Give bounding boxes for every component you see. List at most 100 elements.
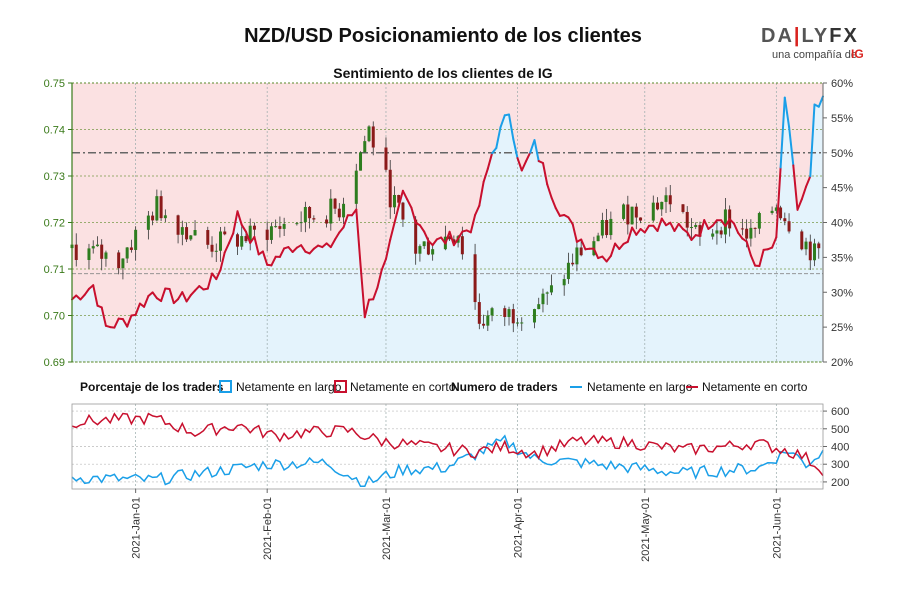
right-tick-label: 30% bbox=[831, 287, 853, 299]
right-tick-label: 25% bbox=[831, 322, 853, 334]
candle-body bbox=[597, 236, 600, 242]
candle-body bbox=[482, 324, 485, 326]
x-tick-label: 2021-Jan-01 bbox=[131, 497, 143, 559]
candle-body bbox=[240, 236, 243, 247]
candle-body bbox=[474, 254, 477, 302]
candle-body bbox=[130, 247, 133, 250]
candle-body bbox=[194, 230, 197, 235]
candle-body bbox=[266, 230, 269, 240]
right-tick-label: 55% bbox=[831, 113, 853, 125]
candle-body bbox=[211, 245, 214, 252]
candle-body bbox=[393, 195, 396, 207]
candle-body bbox=[609, 219, 612, 235]
candle-body bbox=[274, 226, 277, 227]
candle-body bbox=[665, 195, 668, 202]
left-tick-label: 0.73 bbox=[44, 171, 65, 183]
candle-body bbox=[418, 246, 421, 254]
candle-body bbox=[155, 196, 158, 220]
bottom-tick-label: 300 bbox=[831, 459, 849, 471]
candle-body bbox=[686, 212, 689, 228]
count-short-line bbox=[72, 414, 823, 476]
x-tick-label: 2021-Jun-01 bbox=[771, 497, 783, 559]
candle-body bbox=[541, 294, 544, 305]
legend-percent-heading: Porcentaje de los traders bbox=[80, 380, 224, 394]
x-tick-label: 2021-Mar-01 bbox=[381, 497, 393, 560]
candle-body bbox=[461, 236, 464, 254]
logo-ig: IG bbox=[851, 47, 864, 61]
candle-body bbox=[809, 242, 812, 261]
candle-body bbox=[817, 243, 820, 248]
candle-body bbox=[423, 241, 426, 246]
candle-body bbox=[147, 216, 150, 230]
candle-body bbox=[401, 203, 404, 220]
candle-body bbox=[508, 309, 511, 317]
candle-body bbox=[160, 196, 163, 218]
candle-body bbox=[749, 228, 752, 239]
candle-body bbox=[512, 309, 515, 323]
candle-body bbox=[126, 247, 129, 258]
candle-body bbox=[372, 126, 375, 147]
page-title: NZD/USD Posicionamiento de los clientes bbox=[244, 25, 642, 47]
candle-body bbox=[181, 227, 184, 235]
logo-tagline: una compañía de bbox=[772, 49, 857, 61]
candle-body bbox=[117, 252, 120, 268]
candle-body bbox=[270, 226, 273, 240]
candle-body bbox=[635, 207, 638, 218]
candle-body bbox=[503, 308, 506, 317]
candle-body bbox=[660, 202, 663, 209]
candle-body bbox=[724, 209, 727, 234]
candle-body bbox=[334, 199, 337, 209]
legend-count-short-label: Netamente en corto bbox=[702, 380, 808, 394]
candle-body bbox=[389, 170, 392, 208]
candle-body bbox=[164, 215, 167, 218]
right-tick-label: 45% bbox=[831, 183, 853, 195]
candle-body bbox=[87, 248, 90, 260]
bottom-tick-label: 500 bbox=[831, 424, 849, 436]
candle-body bbox=[694, 225, 697, 227]
candle-body bbox=[741, 228, 744, 229]
candle-body bbox=[75, 245, 78, 260]
candle-body bbox=[681, 204, 684, 212]
candle-body bbox=[431, 249, 434, 254]
candle-body bbox=[631, 207, 634, 225]
candle-body bbox=[308, 207, 311, 218]
candle-body bbox=[300, 222, 303, 223]
right-tick-label: 20% bbox=[831, 357, 853, 369]
candle-body bbox=[100, 245, 103, 259]
candle-body bbox=[478, 302, 481, 324]
x-tick-label: 2021-Apr-01 bbox=[513, 497, 525, 558]
candle-body bbox=[283, 224, 286, 229]
logo-wordmark: DA|LYFX bbox=[761, 25, 859, 47]
candle-body bbox=[185, 227, 188, 239]
candle-body bbox=[537, 304, 540, 309]
candle-body bbox=[720, 230, 723, 234]
left-tick-label: 0.72 bbox=[44, 218, 65, 230]
candle-body bbox=[711, 234, 714, 237]
candle-body bbox=[491, 308, 494, 315]
candle-body bbox=[312, 218, 315, 219]
candle-body bbox=[779, 207, 782, 218]
candle-body bbox=[278, 226, 281, 229]
candle-body bbox=[788, 221, 791, 231]
candle-body bbox=[355, 171, 358, 204]
candle-body bbox=[151, 216, 154, 221]
candle-body bbox=[295, 223, 298, 224]
candle-body bbox=[338, 209, 341, 218]
left-tick-label: 0.71 bbox=[44, 264, 65, 276]
right-tick-label: 40% bbox=[831, 218, 853, 230]
candle-body bbox=[342, 204, 345, 217]
candle-body bbox=[605, 220, 608, 235]
candle-body bbox=[690, 227, 693, 228]
candle-body bbox=[520, 322, 523, 323]
candle-body bbox=[813, 243, 816, 260]
candle-body bbox=[563, 279, 566, 285]
candle-body bbox=[805, 242, 808, 250]
left-tick-label: 0.74 bbox=[44, 125, 65, 137]
candle-body bbox=[745, 229, 748, 239]
candle-body bbox=[601, 220, 604, 236]
candle-body bbox=[626, 204, 629, 224]
candle-body bbox=[177, 215, 180, 234]
candle-body bbox=[253, 226, 256, 230]
